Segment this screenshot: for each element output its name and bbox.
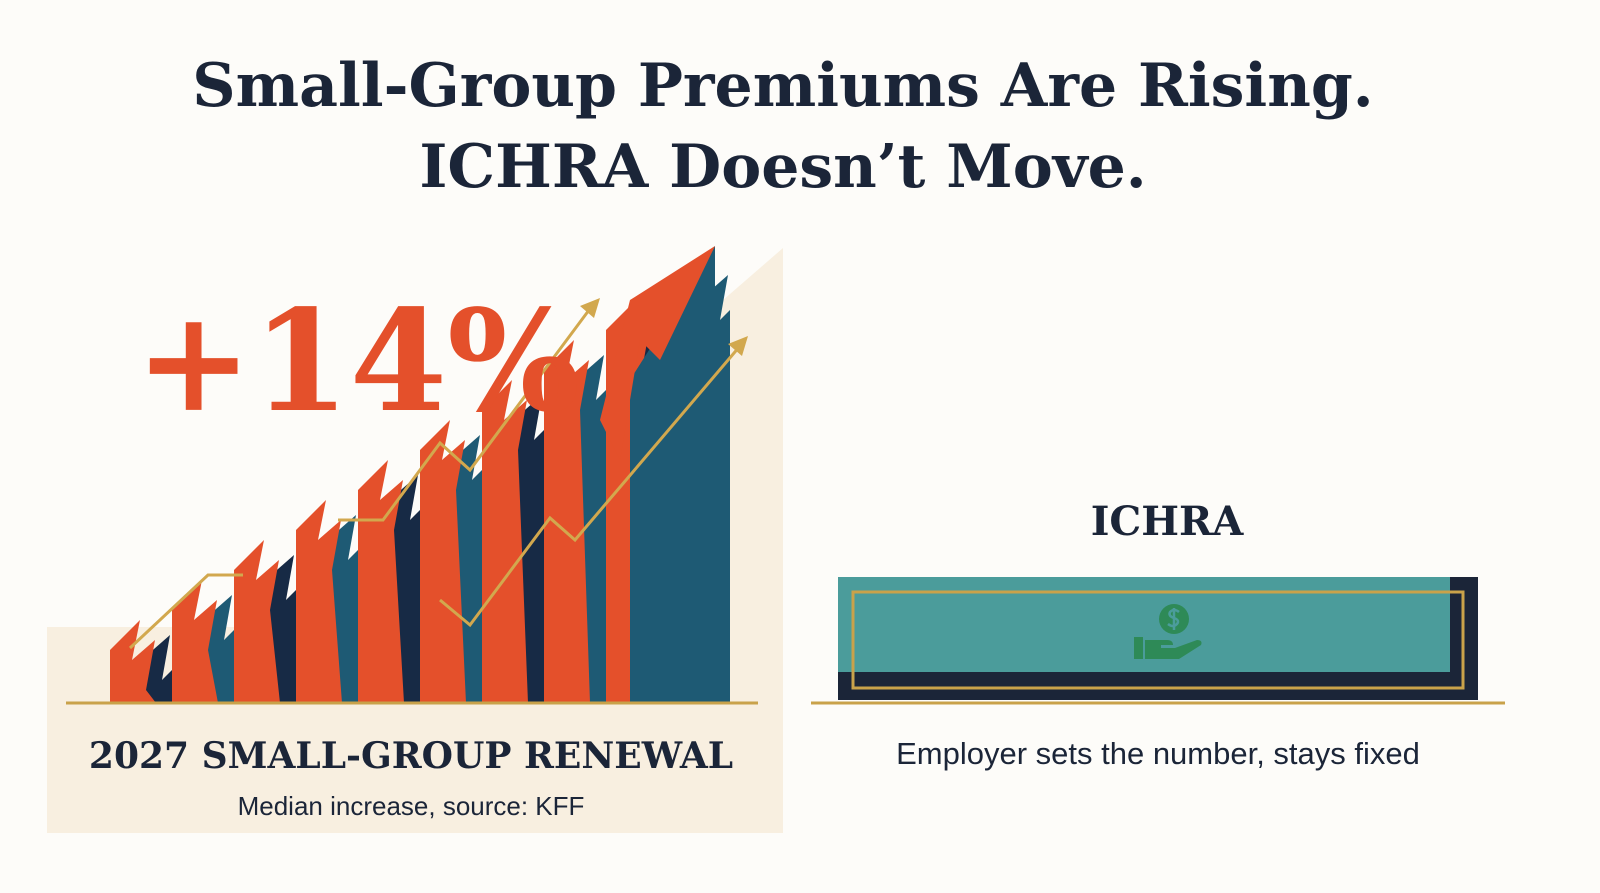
trend-line [439,345,742,628]
hand [1145,640,1202,659]
money-icon [1134,604,1202,659]
coin-symbol [1167,608,1180,630]
decor-bar [172,580,218,703]
arrow-head [728,336,748,356]
decor-bar [110,620,156,703]
panel-label: ICHRA [1091,498,1245,545]
bar-frame [851,590,1465,690]
panel-caption: Median increase, source: KFF [238,791,585,821]
decor-bar [296,500,342,703]
rising-bars [110,246,730,703]
title-line: ICHRA Doesn’t Move. [419,132,1146,202]
cuff [1134,637,1143,659]
decor-bar [234,540,280,703]
trend-line [338,305,594,522]
title-line: Small-Group Premiums Are Rising. [192,51,1373,121]
trend-line [128,573,243,650]
panel-label: 2027 SMALL-GROUP RENEWAL [89,735,733,777]
stat: +14% [135,280,580,444]
decor-bar [482,380,528,703]
arrow-head [580,298,600,318]
decor-bar [600,246,715,460]
decor-bar [630,246,715,703]
panel-caption: Employer sets the number, stays fixed [896,736,1420,771]
trend-arrows [128,305,742,650]
decor-bar [544,340,590,703]
decor-bar [420,420,466,703]
